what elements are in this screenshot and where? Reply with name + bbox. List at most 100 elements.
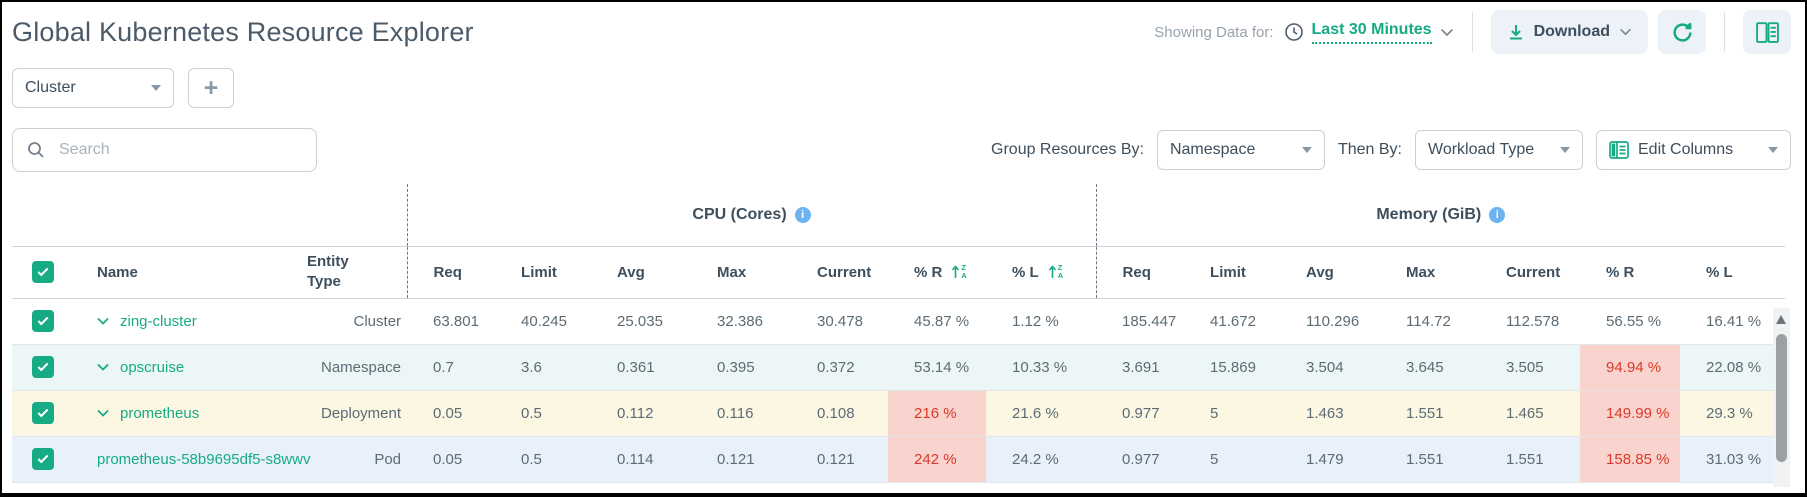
cpu-current-cell: 0.108 bbox=[791, 390, 889, 437]
cpu-req-cell: 63.801 bbox=[407, 298, 496, 345]
then-by-dropdown[interactable]: Workload Type bbox=[1415, 130, 1583, 170]
group-by-dropdown[interactable]: Namespace bbox=[1156, 130, 1325, 170]
entity-type-cell: Cluster bbox=[292, 298, 408, 345]
cpu-req-column-header: Req bbox=[406, 246, 496, 299]
cpu-pct-r-cell: 45.87 % bbox=[888, 298, 987, 345]
memory-max-cell: 1.551 bbox=[1380, 390, 1481, 437]
scroll-up-arrow-icon[interactable] bbox=[1776, 315, 1786, 324]
cpu-pct-r-cell: 53.14 % bbox=[888, 344, 987, 391]
memory-avg-cell: 3.504 bbox=[1280, 344, 1381, 391]
table-row: prometheus-58b9695df5-s8wwv Pod 0.05 0.5 0.… bbox=[12, 436, 1786, 483]
select-all-checkbox[interactable] bbox=[32, 261, 54, 283]
memory-limit-cell: 41.672 bbox=[1184, 298, 1281, 345]
refresh-button[interactable] bbox=[1658, 10, 1706, 54]
memory-req-cell: 0.977 bbox=[1096, 436, 1185, 483]
expand-chevron-icon[interactable] bbox=[97, 363, 109, 371]
memory-req-cell: 185.447 bbox=[1096, 298, 1185, 345]
row-checkbox[interactable] bbox=[32, 402, 54, 424]
cpu-current-cell: 0.121 bbox=[791, 436, 889, 483]
cpu-limit-cell: 0.5 bbox=[495, 436, 592, 483]
expand-chevron-icon[interactable] bbox=[97, 409, 109, 417]
table-row: zing-cluster Cluster 63.801 40.245 25.035 32… bbox=[12, 298, 1786, 345]
memory-current-cell: 112.578 bbox=[1480, 298, 1581, 345]
resource-name-link[interactable]: prometheus-58b9695df5-s8wwv bbox=[97, 450, 311, 468]
resource-name-link[interactable]: prometheus bbox=[120, 404, 200, 422]
row-checkbox[interactable] bbox=[32, 310, 54, 332]
then-by-label: Then By: bbox=[1337, 141, 1402, 158]
cpu-limit-cell: 0.5 bbox=[495, 390, 592, 437]
name-cell: opscruise bbox=[72, 344, 292, 391]
entity-filter-value: Cluster bbox=[25, 79, 76, 96]
entity-filter-dropdown[interactable]: Cluster bbox=[12, 68, 174, 108]
download-button[interactable]: Download bbox=[1490, 10, 1648, 54]
cpu-limit-cell: 3.6 bbox=[495, 344, 592, 391]
row-checkbox[interactable] bbox=[32, 356, 54, 378]
memory-max-cell: 3.645 bbox=[1380, 344, 1481, 391]
dropdown-arrow-icon bbox=[1768, 147, 1778, 153]
memory-pct-l-cell: 22.08 % bbox=[1680, 344, 1786, 391]
edit-columns-button[interactable]: Edit Columns bbox=[1596, 130, 1791, 170]
memory-info-icon[interactable]: i bbox=[1489, 206, 1506, 223]
table-row: prometheus Deployment 0.05 0.5 0.112 0.116 0.… bbox=[12, 390, 1786, 437]
search-input[interactable] bbox=[57, 140, 303, 160]
cpu-avg-cell: 0.361 bbox=[591, 344, 692, 391]
cpu-info-icon[interactable]: i bbox=[794, 206, 811, 223]
entity-type-cell: Pod bbox=[292, 436, 408, 483]
memory-limit-column-header: Limit bbox=[1184, 246, 1281, 299]
cpu-limit-column-header: Limit bbox=[495, 246, 592, 299]
memory-max-column-header: Max bbox=[1380, 246, 1481, 299]
memory-current-cell: 1.551 bbox=[1480, 436, 1581, 483]
entity-type-cell: Namespace bbox=[292, 344, 408, 391]
then-by-value: Workload Type bbox=[1428, 141, 1535, 158]
download-label: Download bbox=[1533, 23, 1610, 40]
row-checkbox[interactable] bbox=[32, 448, 54, 470]
cpu-group-header: CPU (Cores) i bbox=[406, 184, 1097, 247]
group-by-value: Namespace bbox=[1169, 141, 1256, 158]
vertical-scrollbar[interactable] bbox=[1773, 308, 1790, 487]
memory-pct-r-cell: 149.99 % bbox=[1580, 390, 1681, 437]
name-cell: prometheus-58b9695df5-s8wwv bbox=[72, 436, 310, 483]
entity-type-cell: Deployment bbox=[292, 390, 408, 437]
page-title: Global Kubernetes Resource Explorer bbox=[12, 16, 474, 47]
book-panel-icon bbox=[1755, 21, 1780, 44]
cpu-avg-column-header: Avg bbox=[591, 246, 692, 299]
row-checkbox-cell bbox=[12, 390, 72, 437]
divider bbox=[1471, 12, 1473, 52]
time-range-selector[interactable]: Last 30 Minutes bbox=[1284, 21, 1454, 44]
cpu-current-cell: 30.478 bbox=[791, 298, 889, 345]
add-filter-button[interactable]: + bbox=[188, 68, 234, 108]
memory-pct-l-cell: 29.3 % bbox=[1680, 390, 1786, 437]
cpu-max-cell: 0.116 bbox=[691, 390, 792, 437]
group-header-row: CPU (Cores) i Memory (GiB) i bbox=[12, 184, 1786, 247]
memory-req-cell: 3.691 bbox=[1096, 344, 1185, 391]
table-row: opscruise Namespace 0.7 3.6 0.361 0.395 0.372… bbox=[12, 344, 1786, 391]
expand-chevron-icon[interactable] bbox=[97, 317, 109, 325]
memory-max-cell: 1.551 bbox=[1380, 436, 1481, 483]
cpu-req-cell: 0.05 bbox=[407, 390, 496, 437]
search-grouping-row: Group Resources By: Namespace Then By: W… bbox=[2, 128, 1805, 172]
column-header-row: Name Entity Type Req Limit Avg Max Curre… bbox=[12, 246, 1786, 299]
memory-pct-r-cell: 94.94 % bbox=[1580, 344, 1681, 391]
cpu-max-column-header: Max bbox=[691, 246, 792, 299]
search-box bbox=[12, 128, 317, 172]
edit-columns-label: Edit Columns bbox=[1638, 141, 1734, 158]
showing-data-label: Showing Data for: bbox=[1154, 23, 1274, 41]
resource-name-link[interactable]: zing-cluster bbox=[120, 312, 197, 330]
side-panel-button[interactable] bbox=[1743, 10, 1791, 54]
memory-group-header: Memory (GiB) i bbox=[1095, 184, 1786, 247]
entity-type-column-header: Entity Type bbox=[292, 246, 408, 299]
scrollbar-thumb[interactable] bbox=[1776, 334, 1787, 462]
resource-name-link[interactable]: opscruise bbox=[120, 358, 185, 376]
cpu-avg-cell: 0.112 bbox=[591, 390, 692, 437]
memory-pct-r-cell: 56.55 % bbox=[1580, 298, 1681, 345]
memory-limit-cell: 5 bbox=[1184, 390, 1281, 437]
memory-req-column-header: Req bbox=[1095, 246, 1185, 299]
cpu-max-cell: 32.386 bbox=[691, 298, 792, 345]
memory-limit-cell: 5 bbox=[1184, 436, 1281, 483]
row-checkbox-cell bbox=[12, 344, 72, 391]
